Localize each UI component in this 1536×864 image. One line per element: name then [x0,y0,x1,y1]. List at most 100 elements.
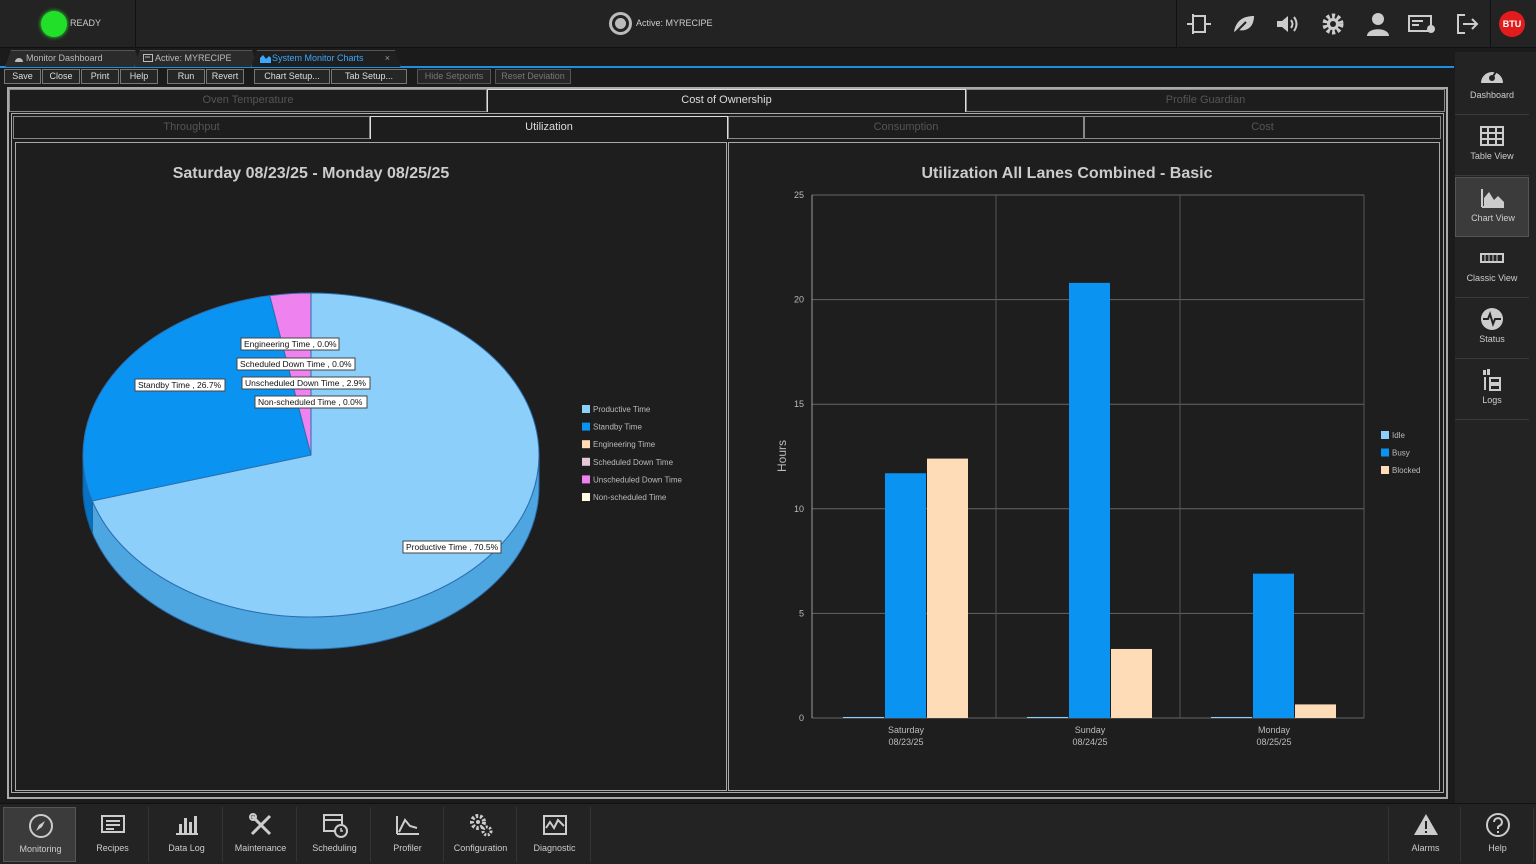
x-tick-label: Saturday [888,725,925,735]
bar-busy-2[interactable] [1253,573,1294,718]
leaf-icon[interactable] [1224,5,1264,43]
bar-chart: 0 5 10 15 20 25 Hours Saturday 08/23/25 Sunday 08/… [775,190,1420,747]
nav-recipes[interactable]: Recipes [76,807,149,862]
x-tick-label: 08/23/25 [888,737,923,747]
nav-help[interactable]: Help [1461,807,1534,862]
compass-icon [29,814,53,838]
nav-label: Scheduling [312,843,357,853]
nav-label: Diagnostic [533,843,576,853]
sidebar-item-label: Chart View [1471,213,1515,223]
bar-idle-1[interactable] [1027,716,1068,718]
bar-busy-1[interactable] [1069,282,1110,718]
sidebar-item-label: Classic View [1466,273,1518,283]
logout-icon[interactable] [1447,5,1487,43]
legend-swatch [1381,466,1389,474]
nav-alarms[interactable]: Alarms [1388,807,1461,862]
pie-label-text: Standby Time , 26.7% [138,380,222,390]
nav-profiler[interactable]: Profiler [371,807,444,862]
oven-classic-icon [1480,253,1504,263]
bar-idle-0[interactable] [843,716,884,718]
legend-label: Unscheduled Down Time [593,475,682,484]
btu-logo: BTU [1499,11,1525,37]
tab-setup-button[interactable]: Tab Setup... [331,69,407,84]
nav-configuration[interactable]: Configuration [444,807,517,862]
legend-swatch [582,440,590,449]
nav-label: Alarms [1411,843,1440,853]
divider [135,0,136,48]
doc-tab-label: Active: MYRECIPE [155,53,232,63]
pie-label-nonscheduled: Non-scheduled Time , 0.0% [254,395,368,409]
ready-status-icon [41,11,67,37]
user-icon[interactable] [1358,5,1398,43]
active-recipe-text: Active: MYRECIPE [636,18,713,28]
sidebar-item-chart-view[interactable]: Chart View [1455,177,1529,237]
legend-label: Productive Time [593,405,651,414]
nav-label: Profiler [393,843,422,853]
hide-setpoints-button[interactable]: Hide Setpoints [417,69,491,84]
bar-idle-2[interactable] [1211,716,1252,718]
tab-utilization[interactable]: Utilization [370,116,728,139]
tab-cost-of-ownership[interactable]: Cost of Ownership [487,89,966,112]
bar-panel: Utilization All Lanes Combined - Basic 0… [728,142,1440,791]
sidebar-item-table-view[interactable]: Table View [1455,116,1529,176]
print-button[interactable]: Print [81,69,119,84]
bar-blocked-2[interactable] [1295,704,1336,718]
y-tick-label: 5 [799,608,804,618]
sidebar-item-classic-view[interactable]: Classic View [1455,238,1529,298]
sidebar-item-logs[interactable]: Logs [1455,360,1529,420]
save-button[interactable]: Save [4,69,41,84]
chart-icon [260,54,271,63]
sidebar-item-dashboard[interactable]: Dashboard [1455,55,1529,115]
oven-icon[interactable] [1179,5,1219,43]
sidebar-item-status[interactable]: Status [1455,299,1529,359]
bar-busy-0[interactable] [885,473,926,718]
tools-icon [249,813,272,836]
bar-blocked-0[interactable] [927,458,968,718]
nav-data-log[interactable]: Data Log [150,807,223,862]
pie-label-text: Scheduled Down Time , 0.0% [240,359,352,369]
sidebar-item-label: Table View [1470,151,1514,161]
doc-tab-active-recipe[interactable]: Active: MYRECIPE [134,50,258,67]
legend-label: Blocked [1392,466,1420,475]
pie-panel: Saturday 08/23/25 - Monday 08/25/25 Engi… [15,142,727,791]
run-button[interactable]: Run [167,69,205,84]
legend-label: Idle [1392,431,1405,440]
nav-label: Help [1488,843,1507,853]
chart-setup-button[interactable]: Chart Setup... [254,69,330,84]
bar-blocked-1[interactable] [1111,648,1152,718]
nav-label: Monitoring [19,844,62,854]
help-button[interactable]: Help [120,69,158,84]
pie-label-unscheduled: Unscheduled Down Time , 2.9% [241,376,371,390]
nav-monitoring[interactable]: Monitoring [3,807,76,862]
bar-chart-title: Utilization All Lanes Combined - Basic [921,165,1213,182]
top-tab-row: Oven Temperature Cost of Ownership Profi… [9,89,1446,112]
pie-slice-unscheduled-down-time[interactable] [269,292,312,456]
doc-tab-system-monitor-charts[interactable]: System Monitor Charts × [251,50,401,67]
sub-tab-row: Throughput Utilization Consumption Cost [13,116,1442,139]
revert-button[interactable]: Revert [206,69,244,84]
sidebar-item-label: Logs [1482,395,1502,405]
close-icon[interactable]: × [384,53,390,63]
speaker-icon[interactable] [1268,5,1308,43]
gear-icon[interactable] [1313,5,1353,43]
nav-maintenance[interactable]: Maintenance [224,807,297,862]
document-tabs: Monitor Dashboard Active: MYRECIPE Syste… [0,49,1454,68]
tab-oven-temperature[interactable]: Oven Temperature [9,89,487,112]
sidebar-item-label: Dashboard [1469,90,1515,100]
close-button[interactable]: Close [42,69,80,84]
nav-scheduling[interactable]: Scheduling [298,807,371,862]
doc-tab-label: Monitor Dashboard [26,53,103,63]
profile-curve-icon [396,816,419,835]
nav-diagnostic[interactable]: Diagnostic [518,807,591,862]
doc-tab-monitor-dashboard[interactable]: Monitor Dashboard [5,50,141,67]
legend-label: Scheduled Down Time [593,458,674,467]
gears-icon [470,814,493,837]
reset-deviation-button[interactable]: Reset Deviation [495,69,571,84]
card-icon[interactable] [1402,5,1442,43]
tab-profile-guardian[interactable]: Profile Guardian [966,89,1445,112]
tab-cost[interactable]: Cost [1084,116,1441,139]
tab-consumption[interactable]: Consumption [728,116,1084,139]
area-chart-icon [1481,189,1504,208]
tab-throughput[interactable]: Throughput [13,116,370,139]
sidebar-item-label: Status [1479,334,1505,344]
